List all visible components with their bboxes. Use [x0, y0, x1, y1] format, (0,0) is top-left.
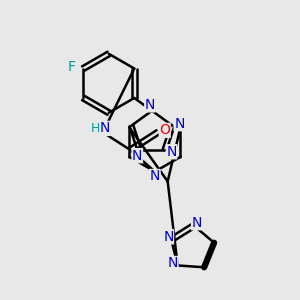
Text: N: N — [163, 230, 173, 244]
Text: N: N — [132, 149, 142, 163]
Text: O: O — [159, 123, 170, 137]
Text: N: N — [174, 117, 184, 131]
Text: N: N — [100, 122, 110, 135]
Text: N: N — [191, 216, 202, 230]
Text: N: N — [168, 256, 178, 271]
Text: F: F — [68, 60, 76, 74]
Text: N: N — [145, 98, 155, 112]
Text: N: N — [150, 169, 160, 184]
Text: N: N — [166, 145, 177, 159]
Text: H: H — [90, 122, 100, 135]
